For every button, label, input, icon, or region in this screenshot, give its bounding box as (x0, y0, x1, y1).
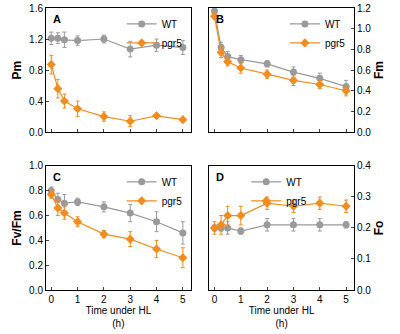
svg-text:0.8: 0.8 (357, 44, 371, 55)
svg-text:0.4: 0.4 (29, 235, 43, 246)
svg-text:0.8: 0.8 (29, 185, 43, 196)
svg-text:pgr5: pgr5 (162, 196, 182, 207)
svg-text:WT: WT (162, 177, 178, 188)
svg-text:Fm: Fm (372, 61, 386, 79)
svg-text:1.0: 1.0 (29, 160, 43, 171)
svg-text:0.2: 0.2 (357, 106, 371, 117)
svg-text:0.2: 0.2 (29, 260, 43, 271)
svg-text:0.0: 0.0 (29, 127, 43, 138)
svg-text:C: C (53, 171, 61, 183)
svg-text:0.4: 0.4 (357, 160, 371, 171)
svg-text:1.2: 1.2 (29, 34, 43, 45)
svg-text:5: 5 (180, 294, 186, 305)
svg-text:WT: WT (325, 19, 341, 30)
svg-text:5: 5 (343, 294, 349, 305)
svg-text:2: 2 (101, 294, 107, 305)
svg-text:B: B (216, 13, 224, 25)
svg-text:pgr5: pgr5 (162, 38, 182, 49)
svg-text:0.0: 0.0 (357, 285, 371, 296)
svg-text:Pm: Pm (10, 61, 24, 80)
svg-text:0.4: 0.4 (357, 85, 371, 96)
svg-text:1.2: 1.2 (357, 3, 371, 14)
svg-text:2: 2 (264, 294, 270, 305)
svg-text:0.1: 0.1 (357, 253, 371, 264)
svg-text:0.8: 0.8 (29, 65, 43, 76)
svg-text:1: 1 (75, 294, 81, 305)
svg-text:Fo: Fo (372, 221, 386, 236)
svg-text:WT: WT (286, 177, 302, 188)
svg-text:0.0: 0.0 (357, 127, 371, 138)
svg-text:3: 3 (127, 294, 133, 305)
svg-text:0.0: 0.0 (29, 285, 43, 296)
svg-text:A: A (53, 13, 61, 25)
svg-text:0.6: 0.6 (357, 65, 371, 76)
svg-text:0.4: 0.4 (29, 96, 43, 107)
svg-text:1.0: 1.0 (357, 23, 371, 34)
svg-text:D: D (216, 171, 224, 183)
svg-text:pgr5: pgr5 (286, 196, 306, 207)
svg-text:0.6: 0.6 (29, 210, 43, 221)
svg-text:0.2: 0.2 (357, 222, 371, 233)
svg-text:WT: WT (162, 19, 178, 30)
svg-text:0: 0 (212, 294, 218, 305)
svg-text:Fv/Fm: Fv/Fm (10, 210, 24, 245)
svg-text:1.6: 1.6 (29, 3, 43, 14)
svg-text:1: 1 (238, 294, 244, 305)
svg-text:0.3: 0.3 (357, 191, 371, 202)
svg-text:3: 3 (291, 294, 297, 305)
svg-text:4: 4 (154, 294, 160, 305)
svg-text:Time under HL(h): Time under HL(h) (249, 305, 315, 329)
svg-text:Time under HL(h): Time under HL(h) (85, 305, 151, 329)
svg-text:pgr5: pgr5 (325, 38, 345, 49)
svg-text:0: 0 (48, 294, 54, 305)
svg-text:4: 4 (317, 294, 323, 305)
